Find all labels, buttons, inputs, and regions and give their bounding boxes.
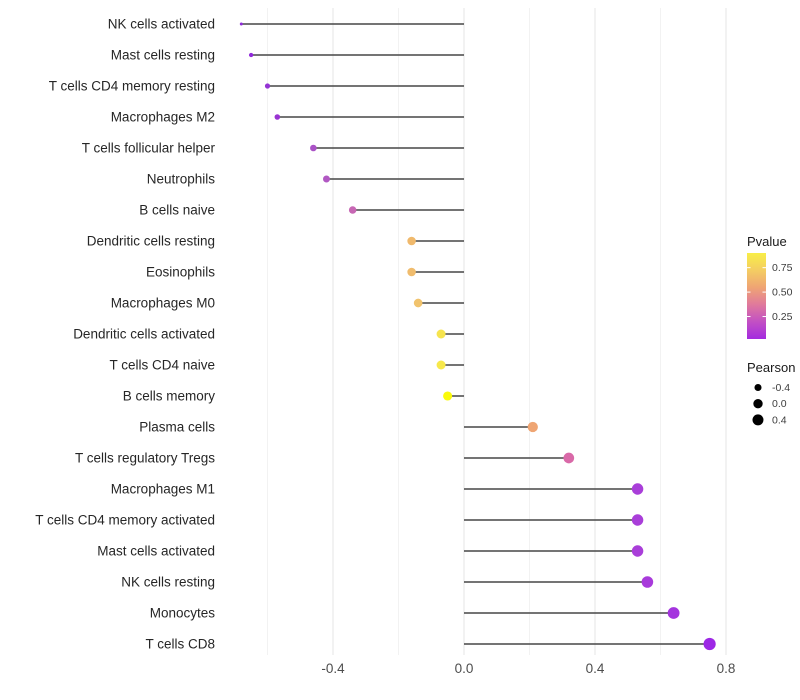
category-label: Macrophages M1 — [111, 482, 215, 497]
lollipop-dot — [436, 360, 446, 370]
lollipop-dot — [239, 22, 243, 26]
lollipop-dot — [563, 452, 575, 464]
category-label: Mast cells resting — [111, 48, 215, 63]
lollipop-dot — [631, 483, 644, 495]
category-label: Monocytes — [150, 606, 216, 621]
colorbar-tick-label: 0.75 — [772, 262, 793, 274]
lollipop-dot — [310, 144, 317, 152]
category-label: T cells regulatory Tregs — [75, 451, 215, 466]
lollipop-dot — [631, 514, 644, 526]
category-label: T cells follicular helper — [82, 141, 216, 156]
lollipop-dot — [443, 391, 453, 401]
lollipop-dot — [641, 576, 654, 588]
size-legend-label: 0.0 — [772, 398, 787, 410]
pvalue-colorbar — [747, 253, 766, 339]
category-label: Plasma cells — [139, 420, 215, 435]
x-tick-label: -0.4 — [321, 661, 345, 676]
category-label: Neutrophils — [147, 172, 216, 187]
lollipop-dot — [407, 236, 416, 246]
category-label: NK cells resting — [121, 575, 215, 590]
x-tick-label: 0.0 — [455, 661, 474, 676]
category-label: NK cells activated — [108, 17, 215, 32]
category-label: T cells CD4 memory resting — [49, 79, 215, 94]
lollipop-dot — [264, 83, 271, 89]
category-label: Mast cells activated — [97, 544, 215, 559]
category-label: T cells CD8 — [145, 637, 215, 652]
lollipop-dot — [248, 52, 254, 58]
x-tick-label: 0.8 — [717, 661, 736, 676]
category-label: Macrophages M2 — [111, 110, 215, 125]
size-legend-dot — [754, 383, 762, 392]
lollipop-dot — [322, 175, 330, 183]
category-label: Macrophages M0 — [111, 296, 215, 311]
size-legend-label: 0.4 — [772, 414, 787, 426]
lollipop-dot — [667, 607, 680, 619]
category-label: Dendritic cells activated — [73, 327, 215, 342]
lollipop-dot — [631, 545, 644, 557]
category-label: Eosinophils — [146, 265, 215, 280]
x-tick-label: 0.4 — [586, 661, 605, 676]
size-legend-dot — [753, 399, 763, 409]
lollipop-dot — [703, 637, 716, 651]
pearson-legend-title: Pearson — [747, 360, 795, 375]
lollipop-dot — [407, 267, 416, 277]
pvalue-legend-title: Pvalue — [747, 234, 787, 249]
size-legend-dot — [752, 414, 764, 426]
size-legend-label: -0.4 — [772, 382, 790, 394]
category-label: Dendritic cells resting — [87, 234, 215, 249]
lollipop-dot — [436, 329, 446, 339]
category-label: B cells naive — [139, 203, 215, 218]
colorbar-tick-label: 0.50 — [772, 287, 793, 299]
lollipop-dot — [527, 421, 538, 433]
category-label: B cells memory — [123, 389, 216, 404]
lollipop-dot — [348, 206, 357, 214]
category-label: T cells CD4 memory activated — [35, 513, 215, 528]
colorbar-tick-label: 0.25 — [772, 311, 793, 323]
lollipop-dot — [413, 298, 423, 308]
lollipop-dot — [274, 114, 281, 120]
category-label: T cells CD4 naive — [109, 358, 215, 373]
